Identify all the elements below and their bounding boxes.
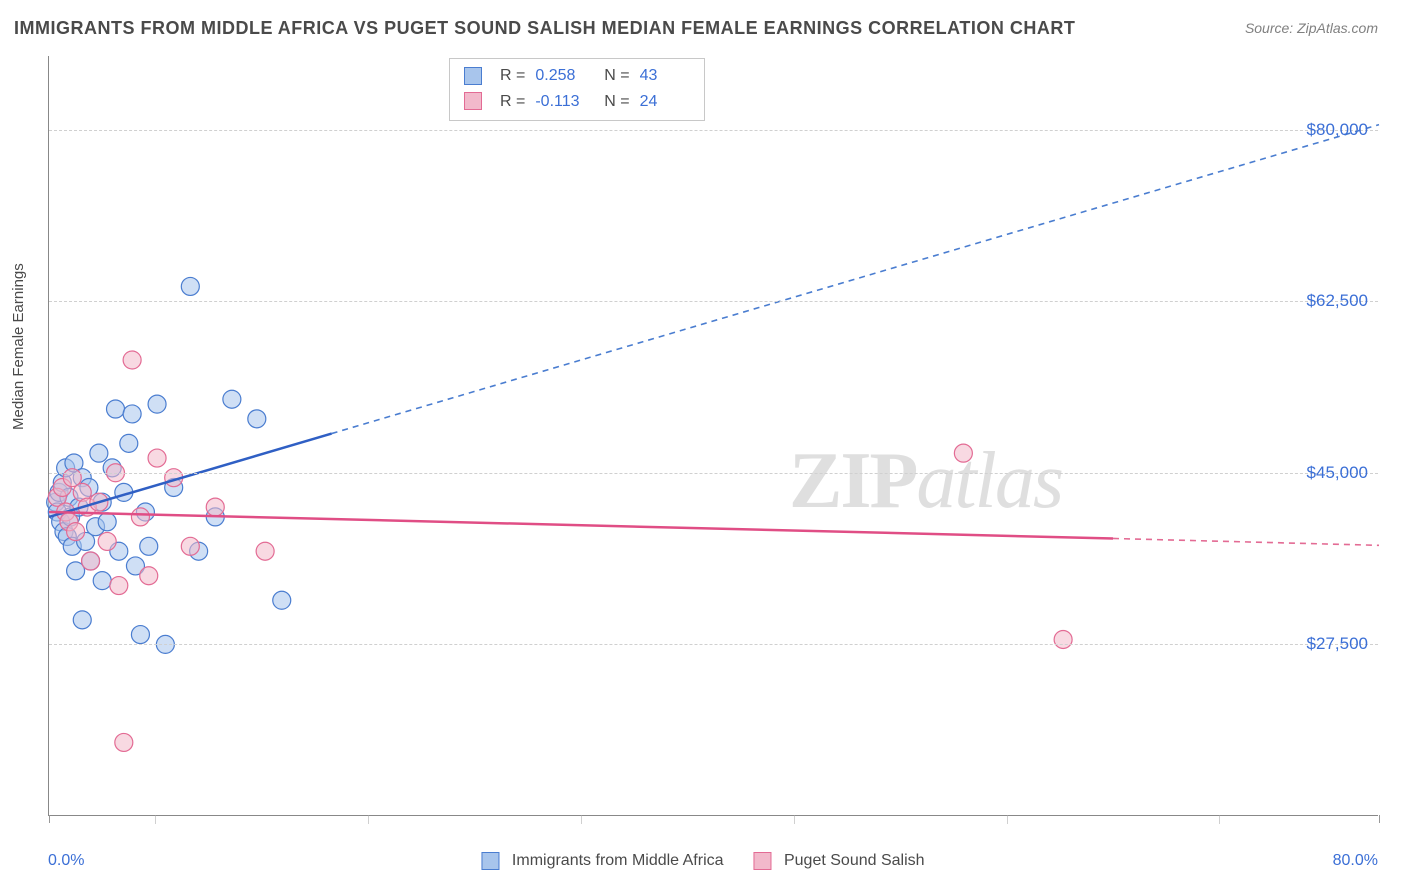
r-value-series2: -0.113: [535, 89, 585, 115]
n-label: N =: [595, 63, 629, 89]
chart-title: IMMIGRANTS FROM MIDDLE AFRICA VS PUGET S…: [14, 18, 1075, 39]
y-tick-label: $45,000: [1307, 463, 1368, 483]
x-axis-max-label: 80.0%: [1333, 852, 1378, 870]
n-value-series1: 43: [640, 63, 690, 89]
y-axis-title: Median Female Earnings: [10, 263, 27, 430]
legend-swatch-series2: [754, 852, 772, 870]
x-axis-min-label: 0.0%: [48, 852, 84, 870]
legend-label-series2: Puget Sound Salish: [784, 852, 925, 869]
stats-swatch-series1: [464, 67, 482, 85]
y-tick-label: $62,500: [1307, 291, 1368, 311]
chart-svg: [49, 56, 1378, 815]
legend-label-series1: Immigrants from Middle Africa: [512, 852, 724, 869]
n-value-series2: 24: [640, 89, 690, 115]
r-label: R =: [500, 63, 525, 89]
stats-row-series1: R = 0.258 N = 43: [464, 63, 690, 89]
r-label: R =: [500, 89, 525, 115]
y-tick-label: $80,000: [1307, 120, 1368, 140]
source-attribution: Source: ZipAtlas.com: [1245, 20, 1378, 36]
series-legend: Immigrants from Middle Africa Puget Soun…: [481, 852, 924, 870]
legend-item-series2: Puget Sound Salish: [754, 852, 925, 870]
legend-item-series1: Immigrants from Middle Africa: [481, 852, 723, 870]
legend-swatch-series1: [481, 852, 499, 870]
correlation-stats-box: R = 0.258 N = 43 R = -0.113 N = 24: [449, 58, 705, 121]
plot-area: ZIPatlas R = 0.258 N = 43 R = -0.113 N =…: [48, 56, 1378, 816]
r-value-series1: 0.258: [535, 63, 585, 89]
stats-swatch-series2: [464, 92, 482, 110]
y-tick-label: $27,500: [1307, 634, 1368, 654]
n-label: N =: [595, 89, 629, 115]
stats-row-series2: R = -0.113 N = 24: [464, 89, 690, 115]
